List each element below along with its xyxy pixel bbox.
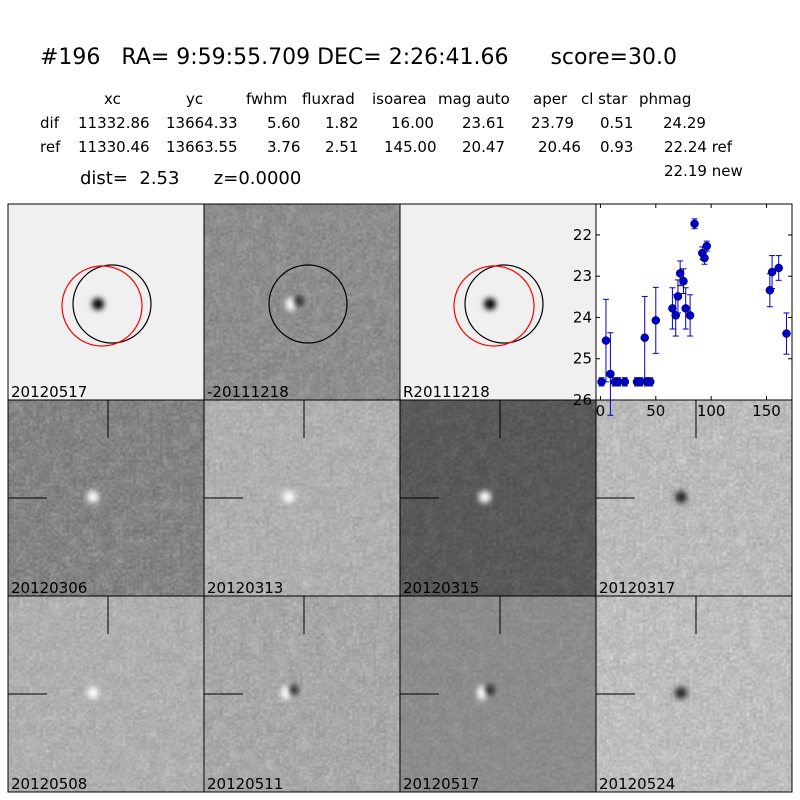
y-tick-label: 23 [573,267,592,285]
stamp-label: -20111218 [207,383,289,401]
x-tick-label: 150 [752,402,781,420]
source [477,686,487,700]
source [87,687,99,699]
source [479,491,491,503]
y-tick-label: 26 [573,391,592,409]
stamp-label: 20120524 [599,775,675,793]
y-tick-label: 22 [573,226,592,244]
table-cell: ref [40,138,61,156]
table-cell: 2.51 [325,138,358,156]
stamp-label: 20120313 [207,579,283,597]
point [651,316,661,325]
point [679,276,688,286]
column-header: cl star [581,90,628,108]
source [283,491,295,503]
point [774,263,783,273]
point [767,267,777,277]
table-cell: 0.93 [600,138,633,156]
point [700,253,709,263]
header-title: #196 RA= 9:59:55.709 DEC= 2:26:41.66 sco… [40,45,677,70]
source [295,296,303,306]
source [87,491,99,503]
table-cell: 23.61 [462,114,505,132]
plot-frame [595,203,793,401]
table-cell: 145.00 [384,138,437,156]
stamp-label: 20120517 [403,775,479,793]
point [620,377,630,387]
source [484,298,496,310]
point [668,304,677,313]
point [685,311,695,320]
stamp-label: 20120315 [403,579,479,597]
aperture [72,264,152,344]
source [281,686,291,700]
stamp-label: 20120517 [11,383,87,401]
stamp-label: 20120317 [599,579,675,597]
stamp-bg [400,204,596,400]
stamp-bg [8,204,204,400]
column-header: aper [533,90,568,108]
table-cell: 13664.33 [166,114,238,132]
point [690,219,699,229]
point [640,333,649,342]
table-cell: 24.29 [663,114,706,132]
plot-area [596,204,792,400]
column-header: xc [104,90,121,108]
point [702,241,711,251]
table-cell: 3.76 [267,138,300,156]
table-cell: 1.82 [325,114,358,132]
point [765,285,775,295]
column-header: fwhm [246,90,287,108]
x-tick-label: 50 [646,402,665,420]
table-cell: 20.47 [462,138,505,156]
point [782,329,791,338]
stamp-frame [595,595,793,793]
source [675,491,687,503]
point [646,377,655,387]
x-tick-label: 100 [697,402,726,420]
table-cell: dif [40,114,60,132]
stamp-label: 20120511 [207,775,283,793]
point [601,336,611,345]
column-header: isoarea [372,90,427,108]
source [290,685,298,695]
point [606,369,615,379]
y-tick-label: 24 [573,308,592,326]
point [681,304,690,313]
point [673,292,683,301]
table-cell: 13663.55 [166,138,238,156]
point [675,269,685,278]
table-cell: 11332.86 [78,114,150,132]
aperture [61,265,143,347]
aperture [464,264,544,344]
dist-text: dist= 2.53 z=0.0000 [80,168,301,189]
table-cell: 20.46 [538,138,581,156]
source [675,687,687,699]
phmag-new: 22.19 new [664,162,743,180]
stamp-label: 20120306 [11,579,87,597]
table-cell: 0.51 [600,114,633,132]
column-header: mag auto [438,90,510,108]
column-header: yc [186,90,203,108]
stamps: 20120517 -20111218 R20111218 20120306 201203… [7,203,793,793]
stamp-label: R20111218 [403,383,490,401]
table-cell: 5.60 [267,114,300,132]
source [286,297,296,311]
x-tick-label: 0 [596,402,606,420]
source [486,685,494,695]
aperture [453,265,535,347]
stamp-label: 20120508 [11,775,87,793]
column-header: phmag [639,90,691,108]
table-cell: 23.79 [531,114,574,132]
aperture [268,264,348,344]
table-cell: 11330.46 [78,138,150,156]
source [92,298,104,310]
table-cell: 16.00 [391,114,434,132]
y-tick-label: 25 [573,350,592,368]
column-header: fluxrad [302,90,355,108]
table-cell: 22.24 ref [664,138,733,156]
